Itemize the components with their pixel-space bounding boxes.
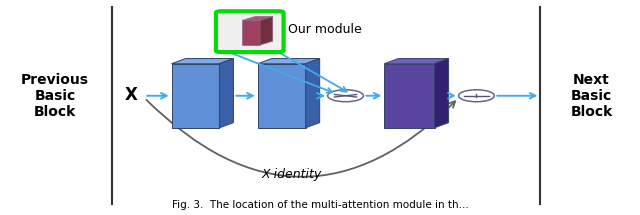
Text: X: X — [125, 86, 138, 104]
Polygon shape — [260, 17, 273, 45]
Text: Next
Basic
Block: Next Basic Block — [570, 72, 612, 119]
Text: Previous
Basic
Block: Previous Basic Block — [21, 72, 89, 119]
Polygon shape — [384, 58, 449, 64]
Polygon shape — [220, 58, 234, 128]
Polygon shape — [172, 64, 220, 128]
FancyBboxPatch shape — [216, 11, 284, 52]
Polygon shape — [306, 58, 320, 128]
Circle shape — [328, 90, 364, 102]
Polygon shape — [384, 64, 435, 128]
Polygon shape — [242, 20, 260, 45]
Polygon shape — [258, 58, 320, 64]
FancyArrowPatch shape — [147, 100, 455, 177]
Text: Our module: Our module — [288, 23, 362, 36]
Text: X identity: X identity — [261, 168, 321, 181]
Polygon shape — [242, 17, 273, 20]
Text: Fig. 3.  The location of the multi-attention module in th...: Fig. 3. The location of the multi-attent… — [172, 200, 468, 210]
Polygon shape — [172, 58, 234, 64]
Polygon shape — [435, 58, 449, 128]
Polygon shape — [258, 64, 306, 128]
Circle shape — [459, 90, 494, 102]
